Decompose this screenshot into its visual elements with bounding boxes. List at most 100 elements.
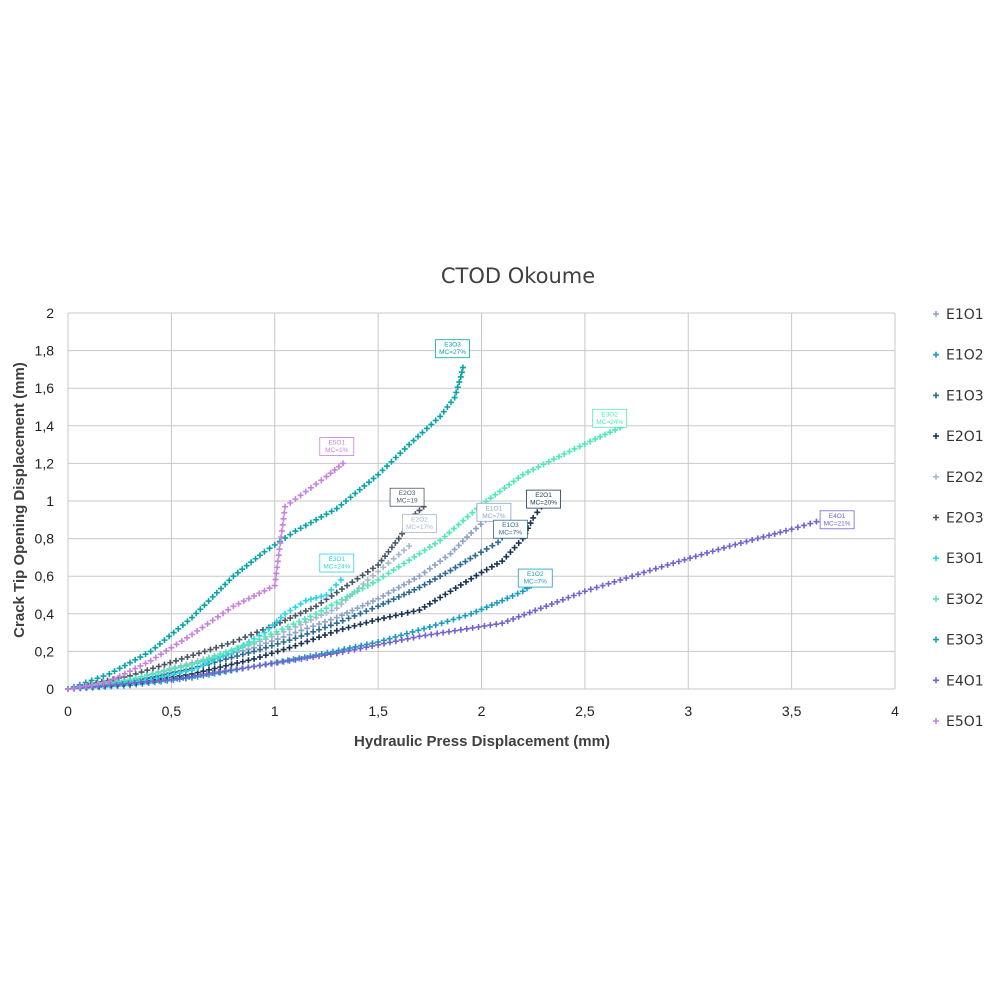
legend-item-e3o3: E3O3 bbox=[933, 633, 984, 649]
y-tick-label: 0,8 bbox=[35, 531, 55, 547]
annotation-text: MC=7% bbox=[499, 530, 523, 537]
data-point-marker bbox=[380, 600, 387, 607]
data-point-marker bbox=[230, 639, 237, 645]
data-point-marker bbox=[411, 576, 418, 583]
data-point-marker bbox=[414, 433, 421, 440]
annotation-text: E1O1 bbox=[486, 505, 503, 512]
data-point-marker bbox=[515, 475, 522, 482]
data-point-marker bbox=[442, 554, 449, 561]
data-point-marker bbox=[114, 678, 121, 685]
data-point-marker bbox=[331, 466, 338, 473]
data-point-marker bbox=[228, 654, 235, 661]
data-point-marker bbox=[411, 553, 418, 560]
data-point-marker bbox=[487, 495, 494, 502]
data-point-marker bbox=[280, 639, 287, 645]
annotation-text: E3O2 bbox=[601, 411, 618, 418]
data-point-marker bbox=[274, 558, 281, 565]
legend-label: E5O1 bbox=[946, 714, 984, 730]
legend-label: E2O2 bbox=[946, 470, 984, 486]
data-point-marker bbox=[282, 617, 289, 624]
data-point-marker bbox=[410, 634, 417, 641]
data-point-marker bbox=[507, 549, 514, 556]
annotation-text: E2O2 bbox=[411, 517, 428, 524]
data-point-marker bbox=[276, 619, 283, 626]
data-point-marker bbox=[404, 635, 411, 642]
data-point-marker bbox=[201, 648, 208, 655]
legend-item-e1o1: E1O1 bbox=[933, 307, 984, 323]
data-point-marker bbox=[375, 603, 382, 610]
data-point-marker bbox=[737, 540, 744, 547]
legend-item-e1o2: E1O2 bbox=[933, 348, 984, 364]
data-point-marker bbox=[262, 652, 269, 659]
data-point-marker bbox=[487, 622, 494, 629]
data-point-marker bbox=[168, 644, 175, 651]
data-point-marker bbox=[658, 563, 665, 570]
data-point-marker bbox=[426, 544, 433, 551]
annotation-text: E1O2 bbox=[527, 571, 544, 578]
legend-marker bbox=[933, 351, 939, 358]
data-point-marker bbox=[245, 657, 252, 664]
data-point-marker bbox=[280, 658, 287, 665]
data-point-marker bbox=[165, 672, 172, 679]
x-tick-label: 0 bbox=[64, 703, 72, 719]
data-point-marker bbox=[352, 643, 359, 650]
data-point-marker bbox=[709, 548, 716, 555]
annotation-text: MC=21% bbox=[824, 520, 851, 527]
annotation-text: MC=27% bbox=[439, 349, 466, 356]
data-point-marker bbox=[271, 582, 278, 589]
legend-label: E3O2 bbox=[946, 592, 984, 608]
data-point-marker bbox=[687, 555, 694, 562]
data-point-marker bbox=[239, 651, 246, 658]
data-point-marker bbox=[292, 612, 299, 619]
data-point-marker bbox=[446, 529, 453, 536]
data-point-marker bbox=[364, 582, 371, 589]
data-point-marker bbox=[369, 605, 376, 612]
data-point-marker bbox=[251, 663, 258, 670]
data-point-marker bbox=[357, 645, 364, 652]
data-point-marker bbox=[392, 454, 399, 461]
data-point-marker bbox=[296, 618, 303, 625]
legend-item-e5o1: E5O1 bbox=[933, 714, 984, 730]
data-point-marker bbox=[510, 615, 517, 622]
data-point-marker bbox=[328, 607, 335, 614]
legend-label: E3O1 bbox=[946, 551, 984, 567]
data-point-marker bbox=[720, 544, 727, 551]
data-point-marker bbox=[256, 636, 263, 643]
data-point-marker bbox=[438, 620, 445, 627]
data-point-marker bbox=[245, 641, 252, 648]
data-point-marker bbox=[515, 540, 522, 547]
data-point-marker bbox=[149, 671, 156, 678]
data-point-marker bbox=[629, 573, 636, 580]
data-point-marker bbox=[385, 548, 392, 555]
legend-marker bbox=[933, 392, 939, 399]
data-point-marker bbox=[349, 579, 356, 586]
data-point-marker bbox=[345, 624, 352, 631]
data-point-marker bbox=[403, 630, 410, 637]
data-point-marker bbox=[478, 569, 485, 576]
data-point-marker bbox=[147, 657, 154, 664]
data-point-marker bbox=[217, 664, 224, 671]
data-point-marker bbox=[279, 521, 286, 528]
data-point-marker bbox=[571, 445, 578, 452]
data-point-marker bbox=[457, 581, 464, 588]
data-point-marker bbox=[127, 668, 134, 675]
data-point-marker bbox=[453, 389, 460, 396]
data-point-marker bbox=[307, 596, 314, 603]
data-point-marker bbox=[286, 631, 293, 638]
data-point-marker bbox=[307, 613, 314, 620]
data-point-marker bbox=[597, 433, 604, 440]
legend-item-e3o2: E3O2 bbox=[933, 592, 984, 608]
data-point-marker bbox=[454, 384, 461, 391]
y-tick-label: 1,8 bbox=[35, 343, 55, 359]
data-point-marker bbox=[369, 579, 376, 586]
legend-marker bbox=[933, 311, 939, 317]
legend-marker bbox=[933, 514, 939, 521]
data-point-marker bbox=[450, 525, 457, 532]
data-point-marker bbox=[592, 435, 599, 442]
data-point-marker bbox=[298, 640, 305, 647]
x-tick-label: 0,5 bbox=[162, 703, 182, 719]
data-point-marker bbox=[426, 623, 433, 630]
data-point-marker bbox=[460, 517, 467, 524]
annotation-text: E2O3 bbox=[399, 490, 416, 497]
y-tick-label: 0,4 bbox=[35, 606, 55, 622]
